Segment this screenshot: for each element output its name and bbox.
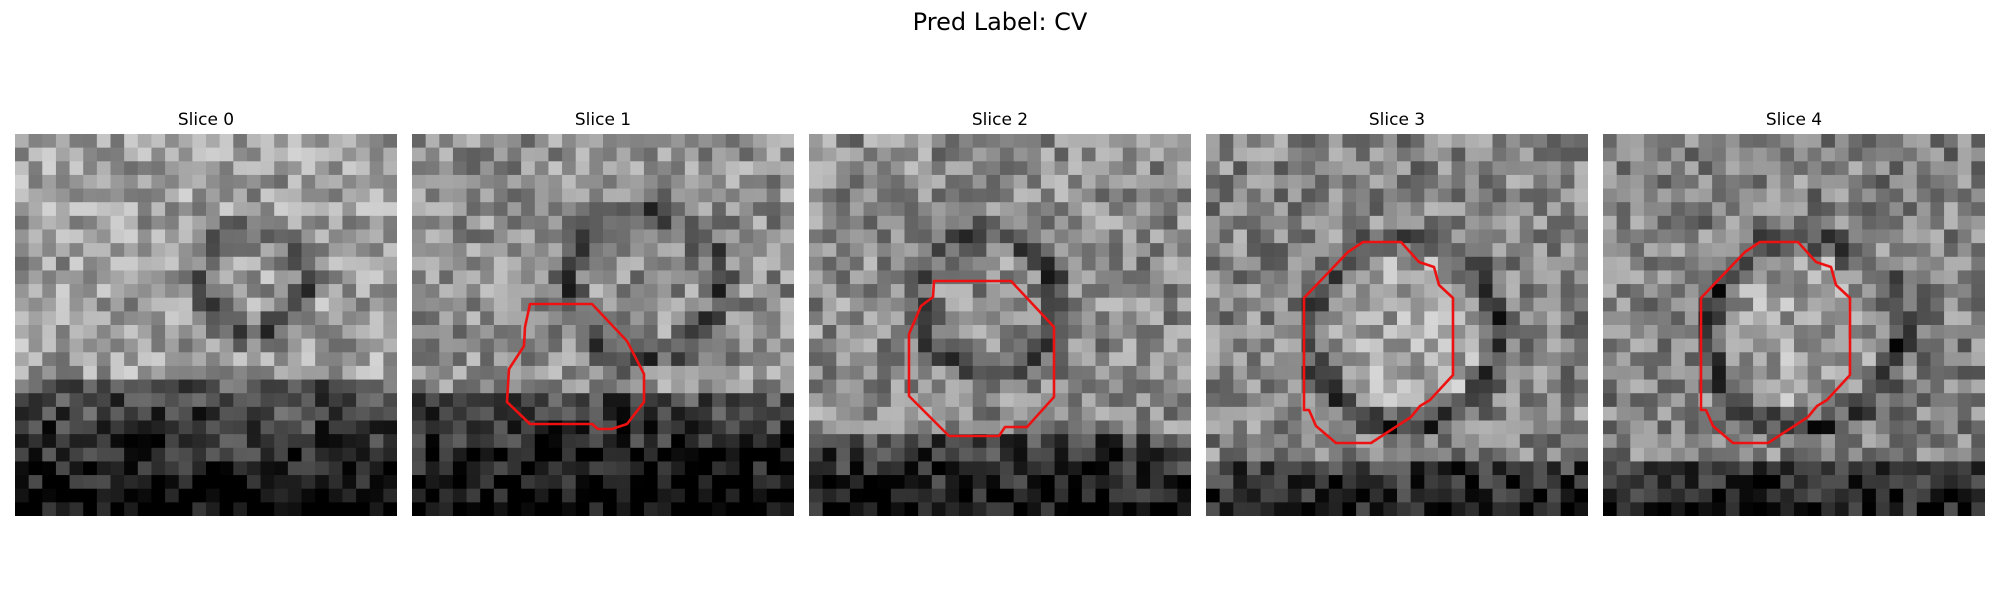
slice-pixels-1 <box>412 134 794 516</box>
slice-pixels-4 <box>1603 134 1985 516</box>
slice-panel-0: Slice 0 <box>15 108 397 518</box>
segmentation-contour-2 <box>907 279 1056 438</box>
segmentation-contour-3 <box>1302 240 1455 445</box>
slice-title-3: Slice 3 <box>1368 110 1426 130</box>
slice-title-0: Slice 0 <box>177 110 235 130</box>
slice-image-3 <box>1206 134 1588 516</box>
slice-image-4 <box>1603 134 1985 516</box>
figure-title: Pred Label: CV <box>912 8 1088 36</box>
segmentation-contour-4 <box>1699 240 1852 445</box>
slice-pixels-0 <box>15 134 397 516</box>
slice-panel-4: Slice 4 <box>1603 108 1985 518</box>
slice-panel-1: Slice 1 <box>412 108 794 518</box>
slice-title-1: Slice 1 <box>574 110 632 130</box>
segmentation-contour-1 <box>505 302 646 431</box>
slice-image-2 <box>809 134 1191 516</box>
slice-image-1 <box>412 134 794 516</box>
slice-panel-3: Slice 3 <box>1206 108 1588 518</box>
slice-title-2: Slice 2 <box>971 110 1029 130</box>
slice-pixels-3 <box>1206 134 1588 516</box>
slice-title-4: Slice 4 <box>1765 110 1823 130</box>
slice-pixels-2 <box>809 134 1191 516</box>
slice-image-0 <box>15 134 397 516</box>
slice-panel-2: Slice 2 <box>809 108 1191 518</box>
